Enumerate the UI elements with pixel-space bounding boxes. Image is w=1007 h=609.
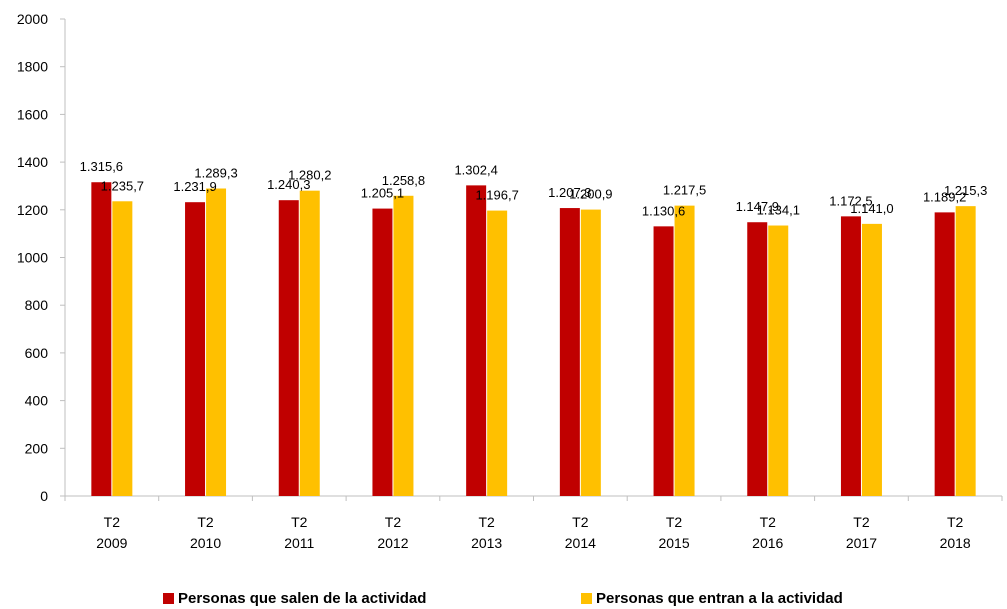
x-tick-label-line: T2 <box>291 514 308 530</box>
y-tick-label: 400 <box>25 393 49 409</box>
bar-entran <box>487 210 508 497</box>
data-label-salen: 1.147,9 <box>736 199 779 214</box>
x-tick-label-line: 2013 <box>471 535 502 551</box>
data-label-entran: 1.141,0 <box>850 201 893 216</box>
data-label-salen: 1.302,4 <box>454 162 497 177</box>
bar-salen <box>934 212 955 496</box>
x-tick-label-line: T2 <box>853 514 870 530</box>
bar-salen <box>372 208 393 496</box>
data-label-entran: 1.258,8 <box>382 173 425 188</box>
y-tick-label: 0 <box>40 488 48 504</box>
y-tick-label: 1600 <box>17 106 48 122</box>
y-tick-label: 2000 <box>17 11 48 27</box>
x-tick-label: T2 2013 <box>471 514 502 551</box>
bar-salen <box>185 202 206 497</box>
legend: Personas que salen de la actividad Perso… <box>0 590 1007 609</box>
data-label-salen: 1.189,2 <box>923 189 966 204</box>
bar-entran <box>393 195 414 497</box>
bar-entran <box>861 223 882 496</box>
x-tick-label: T2 2016 <box>752 514 783 551</box>
legend-swatch-salen <box>163 593 174 604</box>
x-tick-label-line: T2 <box>385 514 402 530</box>
y-tick-label: 1000 <box>17 250 48 266</box>
data-label-salen: 1.205,1 <box>361 186 404 201</box>
y-tick-label: 1800 <box>17 59 48 75</box>
data-labels: 1.315,6 1.231,9 1.240,3 1.205,1 1.302,4 1.207… <box>80 159 988 218</box>
legend-item-salen: Personas que salen de la actividad <box>163 590 426 607</box>
data-label-salen: 1.130,6 <box>642 203 685 218</box>
x-tick-label-line: T2 <box>104 514 121 530</box>
bar-salen <box>278 200 299 496</box>
bar-salen <box>747 222 768 497</box>
data-label-entran: 1.235,7 <box>101 178 144 193</box>
y-tick-label: 1400 <box>17 154 48 170</box>
x-tick-label-line: T2 <box>760 514 777 530</box>
data-label-entran: 1.215,3 <box>944 183 987 198</box>
x-tick-label-line: 2017 <box>846 535 877 551</box>
bar-chart: 0 200 400 600 800 1000 1200 1400 1600 1800 2000 T2… <box>17 11 1003 551</box>
bar-entran <box>768 225 789 496</box>
y-tick-label: 800 <box>25 297 49 313</box>
x-tick-label-line: T2 <box>947 514 964 530</box>
x-tick-label: T2 2010 <box>190 514 221 551</box>
bar-salen <box>91 182 112 496</box>
data-label-salen: 1.315,6 <box>80 159 123 174</box>
data-label-salen: 1.231,9 <box>173 179 216 194</box>
legend-label-entran: Personas que entran a la actividad <box>596 590 843 607</box>
x-tick-label: T2 2017 <box>846 514 877 551</box>
x-tick-label-line: 2015 <box>658 535 689 551</box>
data-label-entran: 1.196,7 <box>475 188 518 203</box>
legend-label-salen: Personas que salen de la actividad <box>178 590 427 607</box>
bar-entran <box>206 188 227 496</box>
data-label-entran: 1.217,5 <box>663 183 706 198</box>
x-tick-label: T2 2015 <box>658 514 689 551</box>
x-tick-label-line: 2018 <box>940 535 971 551</box>
x-tick-label-line: T2 <box>197 514 214 530</box>
data-label-salen: 1.207,3 <box>548 185 591 200</box>
x-tick-label: T2 2014 <box>565 514 596 551</box>
data-label-entran: 1.134,1 <box>757 203 800 218</box>
y-axis: 0 200 400 600 800 1000 1200 1400 1600 1800 2000 <box>17 11 66 504</box>
y-tick-label: 200 <box>25 440 49 456</box>
y-tick-label: 600 <box>25 345 49 361</box>
x-tick-label-line: 2010 <box>190 535 221 551</box>
x-tick-label: T2 2011 <box>284 514 314 551</box>
x-tick-label: T2 2018 <box>940 514 971 551</box>
x-tick-label-line: 2016 <box>752 535 783 551</box>
bar-salen <box>559 208 580 496</box>
data-label-entran: 1.200,9 <box>569 187 612 202</box>
x-tick-label-line: T2 <box>478 514 495 530</box>
y-tick-label: 1200 <box>17 202 48 218</box>
bar-entran <box>674 205 695 496</box>
bar-entran <box>299 190 320 496</box>
data-label-entran: 1.280,2 <box>288 168 331 183</box>
x-tick-label-line: T2 <box>666 514 683 530</box>
bars <box>91 182 976 497</box>
bar-salen <box>653 226 674 496</box>
x-tick-label-line: T2 <box>572 514 589 530</box>
x-tick-label-line: 2009 <box>96 535 127 551</box>
bar-salen <box>840 216 861 496</box>
bar-entran <box>112 201 133 496</box>
x-tick-label: T2 2012 <box>377 514 408 551</box>
data-label-entran: 1.289,3 <box>194 166 237 181</box>
bar-entran <box>955 206 976 497</box>
x-tick-label-line: 2012 <box>377 535 408 551</box>
data-label-salen: 1.240,3 <box>267 177 310 192</box>
bar-salen <box>466 185 487 496</box>
x-tick-label-line: 2014 <box>565 535 596 551</box>
legend-swatch-entran <box>581 593 592 604</box>
x-tick-label-line: 2011 <box>284 535 314 551</box>
x-axis: T2 2009 T2 2010 T2 2011 T2 2012 T2 2013 T2 2014 T2 20… <box>64 495 1003 551</box>
bar-entran <box>580 209 601 497</box>
legend-item-entran: Personas que entran a la actividad <box>581 590 843 607</box>
data-label-salen: 1.172,5 <box>829 193 872 208</box>
x-tick-label: T2 2009 <box>96 514 127 551</box>
